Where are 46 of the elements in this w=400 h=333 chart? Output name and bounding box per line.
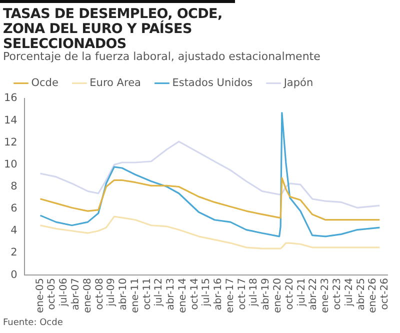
x-tick-label: oct-08	[94, 278, 106, 310]
x-tick-label: abr-07	[70, 278, 82, 310]
x-tick-label: oct-17	[236, 278, 248, 310]
x-tick-label: ene-05	[34, 278, 46, 314]
x-tick-label: oct-11	[142, 278, 153, 310]
y-tick-label: 10	[4, 158, 18, 170]
x-tick-label: oct-20	[284, 278, 296, 310]
x-tick-label: ene-11	[130, 278, 141, 314]
x-tick-label: oct-23	[332, 278, 343, 310]
x-tick-label: oct-26	[380, 278, 391, 310]
x-tick-label: ene-14	[177, 278, 188, 314]
y-tick-label: 14	[4, 114, 18, 126]
x-tick-label: jul-15	[201, 278, 212, 308]
x-tick-label: abr-10	[118, 278, 129, 310]
y-tick-label: 2	[10, 246, 18, 259]
x-tick-label: abr-22	[308, 278, 320, 310]
x-tick-label: abr-19	[260, 278, 272, 310]
x-tick-label: jul-12	[154, 278, 165, 308]
x-tick-label: abr-13	[166, 278, 177, 310]
x-tick-label: jul-24	[344, 278, 355, 308]
y-tick-label: 4	[10, 224, 18, 237]
y-tick-label: 8	[10, 180, 18, 192]
legend-label: Estados Unidos	[172, 76, 253, 89]
x-tick-label: ene-08	[82, 278, 94, 314]
legend-label: Euro Area	[90, 76, 141, 89]
x-tick-label: oct-14	[189, 278, 200, 310]
chart-subtitle: Porcentaje de la fuerza laboral, ajustado estacionalmente	[3, 50, 320, 63]
x-tick-label: abr-25	[356, 278, 367, 310]
x-tick-label: ene-20	[272, 278, 284, 314]
x-tick-label: jul-18	[248, 278, 260, 308]
y-tick-label: 12	[4, 136, 18, 148]
x-tick-label: jul-21	[296, 278, 308, 308]
x-tick-label: jul-09	[106, 278, 118, 308]
chart-title: TASAS DE DESEMPLEO, OCDE, ZONA DEL EURO Y PAÍSES SELECCIONADOS	[3, 6, 222, 52]
y-tick-label: 16	[4, 92, 18, 104]
x-tick-label: oct-05	[46, 278, 58, 310]
x-tick-label: ene-26	[368, 278, 379, 314]
x-tick-label: ene-17	[225, 278, 236, 314]
legend-label: Japón	[282, 76, 314, 89]
y-tick-label: 0	[10, 268, 18, 281]
x-tick-label: jul-06	[58, 278, 70, 308]
legend-label: Ocde	[31, 76, 58, 89]
y-tick-label: 6	[10, 202, 18, 215]
source-note: Fuente: Ocde	[3, 318, 63, 328]
x-tick-label: ene-23	[320, 278, 332, 314]
x-tick-label: abr-16	[213, 278, 224, 310]
